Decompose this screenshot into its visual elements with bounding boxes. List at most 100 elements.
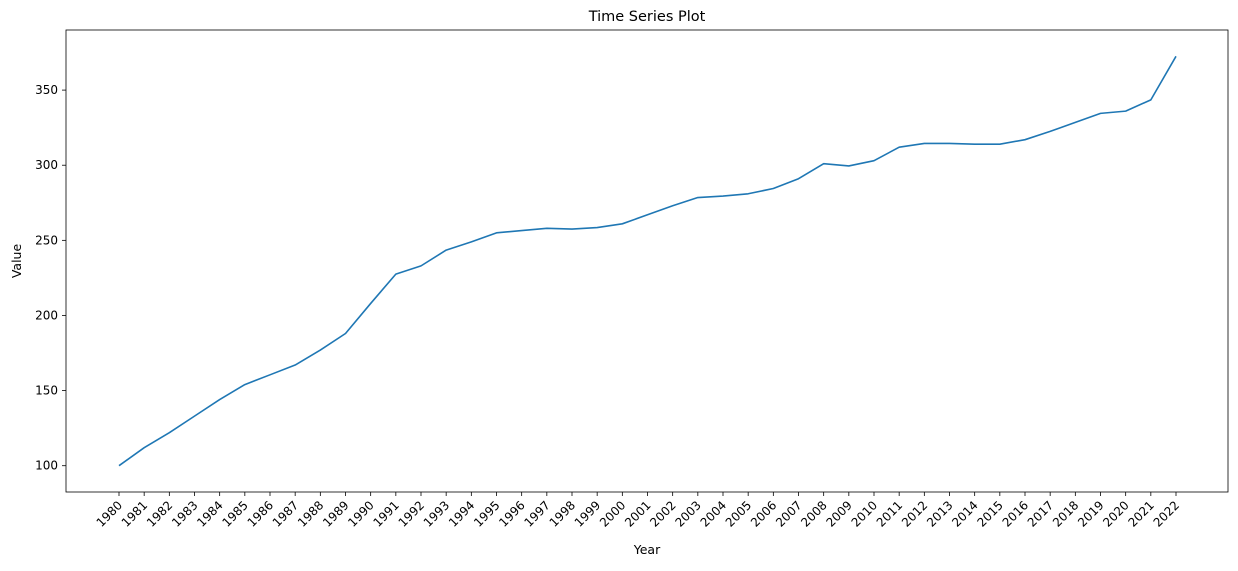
data-point (1048, 129, 1053, 134)
x-tick-label: 1981 (119, 498, 150, 529)
data-point (368, 301, 373, 306)
data-point (1023, 137, 1028, 142)
y-tick-label: 100 (35, 459, 58, 473)
x-tick-label: 2012 (899, 498, 930, 529)
data-point (1123, 109, 1128, 114)
x-tick-label: 1997 (521, 498, 552, 529)
series-layer (117, 54, 1179, 468)
data-point (645, 212, 650, 217)
x-tick-label: 2016 (1000, 498, 1031, 529)
data-point (796, 176, 801, 181)
x-tick-label: 2013 (924, 498, 955, 529)
data-point (419, 263, 424, 268)
x-tick-label: 2009 (823, 498, 854, 529)
x-tick-label: 2003 (672, 498, 703, 529)
data-point (570, 227, 575, 232)
x-tick-label: 2022 (1151, 498, 1182, 529)
data-point (167, 430, 172, 435)
data-point (821, 161, 826, 166)
x-tick-label: 1999 (572, 498, 603, 529)
data-point (444, 248, 449, 253)
data-point (746, 191, 751, 196)
y-tick-label: 200 (35, 308, 58, 322)
data-point (192, 414, 197, 419)
data-point (1073, 120, 1078, 125)
x-tick-label: 1992 (396, 498, 427, 529)
data-point (469, 239, 474, 244)
x-tick-label: 1988 (295, 498, 326, 529)
data-point (1098, 111, 1103, 116)
x-tick-label: 1995 (471, 498, 502, 529)
data-point (922, 141, 927, 146)
data-point (997, 142, 1002, 147)
x-axis-ticks: 1980198119821983198419851986198719881989… (94, 492, 1182, 530)
data-point (846, 163, 851, 168)
x-tick-label: 2000 (597, 498, 628, 529)
y-tick-label: 350 (35, 83, 58, 97)
data-point (695, 195, 700, 200)
data-point (1174, 54, 1179, 59)
data-point (293, 363, 298, 368)
y-axis-title: Value (9, 244, 24, 279)
data-point (670, 203, 675, 208)
x-tick-label: 2006 (748, 498, 779, 529)
data-point (595, 225, 600, 230)
y-tick-label: 150 (35, 384, 58, 398)
x-tick-label: 2004 (698, 498, 729, 529)
data-point (318, 348, 323, 353)
x-tick-label: 1987 (270, 498, 301, 529)
data-point (947, 141, 952, 146)
data-point (142, 445, 147, 450)
x-tick-label: 2020 (1100, 498, 1131, 529)
plot-area-frame (65, 29, 1229, 493)
x-tick-label: 2005 (723, 498, 754, 529)
data-point (1148, 97, 1153, 102)
x-tick-label: 1996 (496, 498, 527, 529)
chart-title: Time Series Plot (588, 9, 706, 25)
x-tick-label: 2008 (798, 498, 829, 529)
x-tick-label: 2011 (874, 498, 905, 529)
data-point (393, 272, 398, 277)
y-axis-ticks: 100 150 200 250 300 350 (35, 83, 66, 473)
data-point (117, 463, 122, 468)
data-point (343, 331, 348, 336)
data-point (242, 382, 247, 387)
x-tick-label: 1993 (421, 498, 452, 529)
data-point (620, 221, 625, 226)
x-tick-label: 1984 (194, 498, 225, 529)
x-tick-label: 2018 (1050, 498, 1081, 529)
x-tick-label: 1991 (370, 498, 401, 529)
data-point (771, 186, 776, 191)
x-tick-label: 2001 (622, 498, 653, 529)
data-point (897, 145, 902, 150)
y-tick-label: 300 (35, 158, 58, 172)
x-tick-label: 2014 (949, 498, 980, 529)
data-point (872, 158, 877, 163)
data-point (519, 228, 524, 233)
x-tick-label: 1985 (219, 498, 250, 529)
x-tick-label: 1982 (144, 498, 175, 529)
data-point (217, 397, 222, 402)
x-tick-label: 1986 (245, 498, 276, 529)
x-axis-title: Year (633, 542, 661, 557)
data-point (268, 372, 273, 377)
x-tick-label: 2002 (647, 498, 678, 529)
series-line (118, 55, 1177, 467)
x-tick-label: 2007 (773, 498, 804, 529)
x-tick-label: 2019 (1075, 498, 1106, 529)
data-point (972, 142, 977, 147)
data-point (721, 194, 726, 199)
data-point (544, 226, 549, 231)
x-tick-label: 1998 (547, 498, 578, 529)
y-tick-label: 250 (35, 233, 58, 247)
x-tick-label: 1990 (345, 498, 376, 529)
x-tick-label: 1989 (320, 498, 351, 529)
x-tick-label: 1983 (169, 498, 200, 529)
data-point (494, 230, 499, 235)
x-tick-label: 1980 (94, 498, 125, 529)
x-tick-label: 2021 (1125, 498, 1156, 529)
x-tick-label: 2010 (849, 498, 880, 529)
x-tick-label: 2017 (1025, 498, 1056, 529)
